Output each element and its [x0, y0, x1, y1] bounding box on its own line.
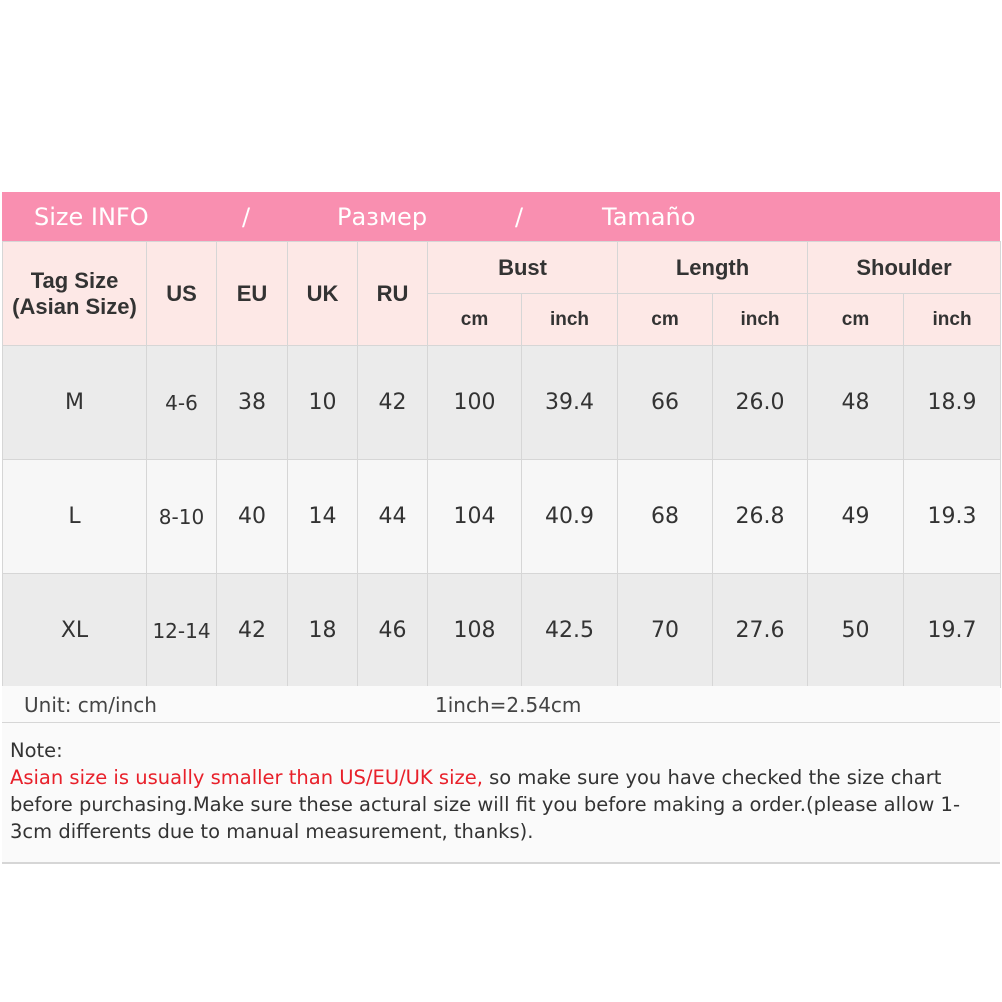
note-box: Note: Asian size is usually smaller than… — [2, 723, 1000, 864]
table-cell: 48 — [807, 345, 905, 460]
table-cell: 100 — [427, 345, 522, 460]
table-cell: 66 — [617, 345, 714, 460]
table-cell: 108 — [427, 573, 522, 688]
size-table: Tag Size (Asian Size) US EU UK RU Bust Le… — [2, 241, 1002, 688]
table-cell: 40 — [216, 459, 288, 574]
header-shoulder: Shoulder — [807, 241, 1002, 294]
header-cm: cm — [617, 293, 714, 346]
table-cell: 70 — [617, 573, 714, 688]
unit-conversion: 1inch=2.54cm — [435, 693, 582, 717]
table-cell: 42.5 — [520, 573, 619, 688]
table-cell: 18 — [287, 573, 358, 688]
banner-separator: / — [242, 203, 251, 231]
header-eu: EU — [216, 241, 288, 346]
header-cm: cm — [807, 293, 905, 346]
table-cell: 44 — [357, 459, 428, 574]
table-cell: M — [2, 345, 147, 460]
note-body: Asian size is usually smaller than US/EU… — [10, 764, 1000, 845]
header-cm: cm — [427, 293, 522, 346]
header-uk: UK — [287, 241, 358, 346]
unit-row: Unit: cm/inch 1inch=2.54cm — [2, 686, 1000, 723]
table-cell: 46 — [357, 573, 428, 688]
table-cell: 42 — [216, 573, 288, 688]
header-tag-size: Tag Size (Asian Size) — [2, 241, 147, 346]
title-banner: Size INFO / Размер / Tamaño — [2, 192, 1000, 241]
table-cell: 68 — [617, 459, 714, 574]
banner-russian: Размер — [337, 203, 428, 231]
table-cell: 26.0 — [712, 345, 809, 460]
header-inch: inch — [712, 293, 809, 346]
table-cell: 18.9 — [903, 345, 1002, 460]
header-inch: inch — [520, 293, 619, 346]
banner-size-info: Size INFO — [34, 203, 149, 231]
header-bust: Bust — [426, 241, 619, 294]
table-cell: 39.4 — [520, 345, 619, 460]
banner-spanish: Tamaño — [602, 203, 696, 231]
table-cell: 12-14 — [146, 573, 217, 688]
table-cell: 19.7 — [903, 573, 1002, 688]
unit-label: Unit: cm/inch — [24, 693, 157, 717]
table-cell: 10 — [287, 345, 358, 460]
header-ru: RU — [357, 241, 428, 346]
table-cell: 42 — [357, 345, 428, 460]
table-cell: 40.9 — [520, 459, 619, 574]
table-cell: L — [2, 459, 147, 574]
table-cell: 26.8 — [712, 459, 809, 574]
table-cell: 27.6 — [712, 573, 809, 688]
table-cell: XL — [2, 573, 147, 688]
table-cell: 4-6 — [146, 345, 217, 460]
table-cell: 38 — [216, 345, 288, 460]
table-cell: 19.3 — [903, 459, 1002, 574]
table-row: L 8-10 40 14 44 104 40.9 68 26.8 49 19.3 — [2, 459, 1002, 574]
note-warning: Asian size is usually smaller than US/EU… — [10, 766, 483, 789]
note-title: Note: — [10, 739, 63, 762]
header-length: Length — [617, 241, 809, 294]
table-cell: 14 — [287, 459, 358, 574]
header-us: US — [146, 241, 217, 346]
table-row: XL 12-14 42 18 46 108 42.5 70 27.6 50 19.7 — [2, 573, 1002, 688]
note-text: so make sure you have checked the size c… — [10, 766, 960, 843]
table-cell: 8-10 — [146, 459, 217, 574]
table-row: M 4-6 38 10 42 100 39.4 66 26.0 48 18.9 — [2, 345, 1002, 460]
header-inch: inch — [903, 293, 1002, 346]
table-cell: 104 — [427, 459, 522, 574]
banner-separator: / — [515, 203, 524, 231]
table-cell: 50 — [807, 573, 905, 688]
table-cell: 49 — [807, 459, 905, 574]
